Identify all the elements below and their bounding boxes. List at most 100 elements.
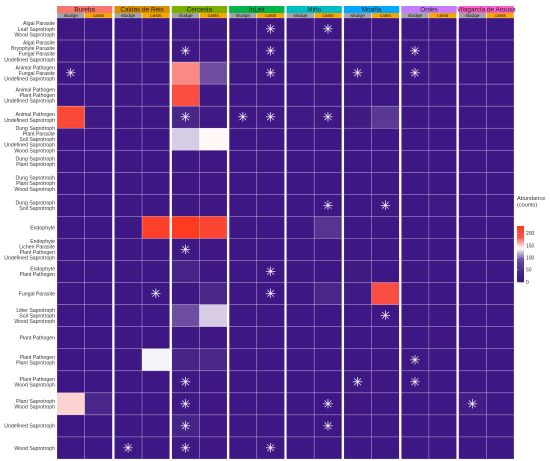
legend-title: (counts) [517, 202, 537, 208]
row-label: Wood Saprotroph [14, 187, 55, 193]
heatmap-cell [371, 83, 400, 107]
heatmap-cell [199, 326, 228, 350]
heatmap-cell [313, 172, 343, 195]
heatmap-cell [313, 216, 343, 239]
heatmap-cell [199, 304, 228, 327]
heatmap-cell [84, 172, 113, 195]
row-label: Endophyte [30, 239, 55, 245]
row-label: Plant Saprotroph [16, 399, 55, 405]
heatmap-cell [56, 216, 85, 239]
facet-gap [112, 18, 115, 459]
legend-gradient-step [517, 269, 524, 272]
heatmap-cell [114, 172, 143, 195]
heatmap-cell [486, 238, 515, 261]
sub-column-strip [401, 13, 429, 18]
heatmap-cell [56, 260, 85, 283]
heatmap-cell [56, 172, 85, 195]
heatmap-cell [84, 260, 113, 283]
heatmap-cell [114, 326, 143, 350]
heatmap-cell [343, 150, 372, 173]
significance-marker: ✳ [467, 397, 478, 412]
heatmap-cell [458, 436, 487, 460]
heatmap-cell [141, 83, 171, 107]
heatmap-cell [400, 17, 430, 41]
heatmap-cell [458, 414, 487, 438]
legend-gradient-step [517, 261, 524, 263]
heatmap-cell [199, 260, 228, 283]
heatmap-cell [228, 150, 258, 173]
row-label: Animal Pathogen [15, 87, 55, 93]
heatmap-cell [199, 414, 228, 438]
heatmap-cell [256, 304, 285, 327]
heatmap-cell [313, 436, 343, 460]
heatmap-cell [114, 392, 143, 416]
heatmap-cell [458, 39, 487, 63]
row-label: Wood Saprotroph [14, 32, 55, 38]
heatmap-cell [199, 61, 228, 85]
heatmap-cell [371, 216, 400, 239]
row-label: Soil Saprotroph [19, 137, 55, 143]
heatmap-cell [458, 216, 487, 239]
heatmap-cell [371, 414, 400, 438]
heatmap-cell [141, 304, 171, 327]
legend-gradient-step [517, 255, 524, 258]
heatmap-cell [171, 127, 200, 151]
heatmap-cell [56, 282, 85, 305]
heatmap-cell [228, 436, 258, 460]
row-label: Fungal Parasite [19, 71, 55, 77]
significance-marker: ✳ [265, 265, 276, 280]
heatmap-cell [428, 348, 457, 372]
heatmap-cell [286, 436, 315, 460]
heatmap-cell [199, 39, 228, 63]
heatmap-cell [486, 304, 515, 327]
heatmap-cell [343, 414, 372, 438]
row-label: Dung Saprotroph [15, 200, 55, 206]
facet-strip [401, 6, 457, 13]
row-label: Leaf Saprotroph [18, 27, 55, 33]
heatmap-cell [199, 194, 228, 217]
heatmap-cell [114, 83, 143, 107]
heatmap-cell [400, 172, 430, 195]
heatmap-cell [313, 150, 343, 173]
significance-marker: ✳ [410, 45, 421, 60]
heatmap-cell [228, 127, 258, 151]
sub-column-label: casts [322, 13, 334, 19]
row-label: Animal Pathogen [15, 112, 55, 118]
legend-gradient-step [517, 231, 524, 234]
heatmap-cell [141, 216, 171, 239]
heatmap-cell [486, 61, 515, 85]
heatmap-cell [228, 326, 258, 350]
heatmap-cell [84, 436, 113, 460]
row-label: Wood Saprotroph [14, 446, 55, 452]
heatmap-cell [286, 392, 315, 416]
heatmap-cell [84, 61, 113, 85]
heatmap-cell [286, 83, 315, 107]
facet-strip [343, 6, 400, 13]
heatmap-cell [486, 216, 515, 239]
row-label: Undefined Saprotroph [4, 77, 55, 83]
significance-marker: ✳ [410, 67, 421, 82]
legend-tick-label: 50 [526, 268, 532, 274]
sub-column-label: sludge [179, 13, 193, 19]
heatmap-cell [228, 83, 258, 107]
heatmap-cell [56, 105, 85, 129]
heatmap-cell [228, 238, 258, 261]
heatmap-cell [486, 83, 515, 107]
row-label: Plant Saprotroph [16, 181, 55, 187]
sub-column-strip [114, 13, 142, 18]
heatmap-cell [400, 127, 430, 151]
heatmap-cell [228, 17, 258, 41]
heatmap-cell [286, 194, 315, 217]
heatmap-cell [84, 105, 113, 129]
row-label: Undefined Saprotroph [4, 118, 55, 124]
heatmap-cell [84, 370, 113, 394]
heatmap-cell [286, 282, 315, 305]
legend-gradient-step [517, 251, 524, 253]
significance-marker: ✳ [150, 287, 161, 302]
significance-marker: ✳ [180, 243, 191, 258]
heatmap-cell [199, 17, 228, 41]
heatmap-cell [114, 194, 143, 217]
sub-column-label: sludge [64, 13, 78, 19]
heatmap-cell [199, 348, 228, 372]
heatmap-cell [114, 370, 143, 394]
